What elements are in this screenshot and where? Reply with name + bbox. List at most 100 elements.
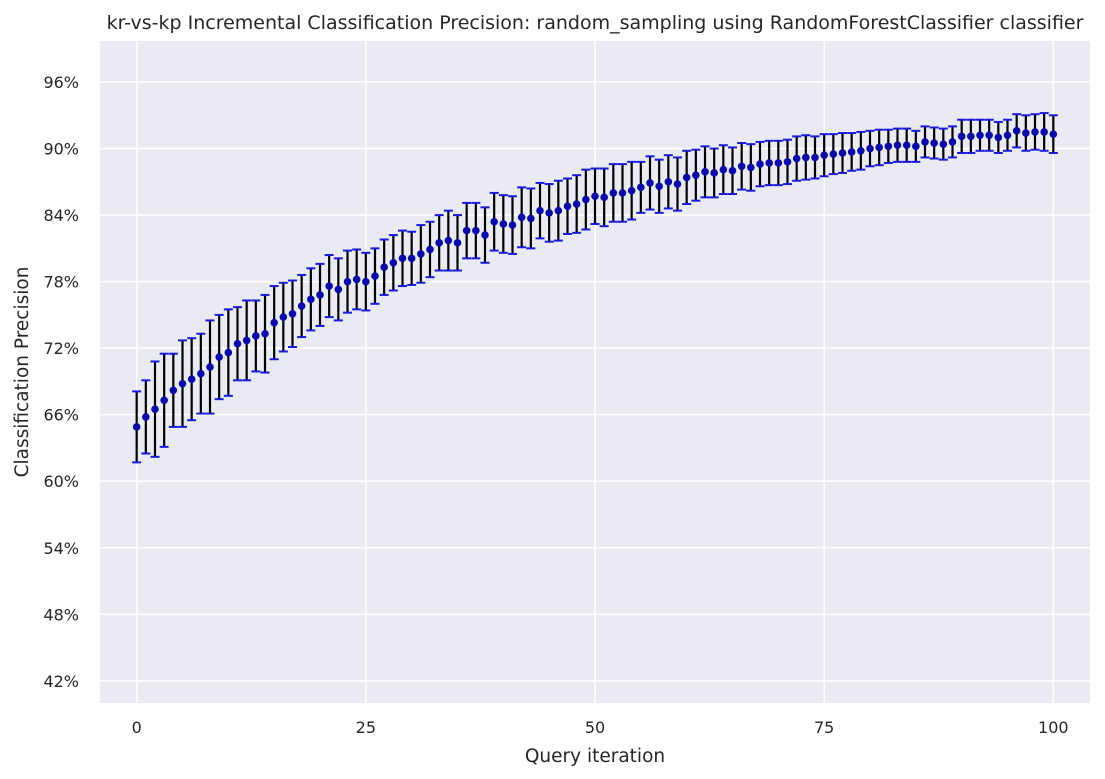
y-tick-label-2: 54% (43, 539, 79, 558)
data-point-100 (1049, 130, 1058, 138)
data-point-10 (224, 348, 233, 357)
data-point-25 (362, 277, 370, 286)
x-axis-ticks: 0 25 50 75 100 (132, 718, 1069, 737)
data-point-89 (948, 138, 957, 146)
data-point-88 (939, 140, 948, 148)
data-point-47 (563, 202, 572, 211)
data-point-86 (921, 138, 929, 146)
x-tick-label-4: 100 (1038, 718, 1069, 737)
data-point-50 (591, 192, 599, 201)
data-point-73 (802, 153, 810, 162)
data-point-55 (637, 183, 645, 192)
data-point-7 (197, 369, 205, 378)
data-point-80 (866, 144, 874, 153)
y-tick-label-4: 66% (43, 406, 79, 425)
x-tick-label-3: 75 (814, 718, 834, 737)
data-point-13 (252, 332, 260, 340)
data-point-0 (132, 423, 141, 431)
data-point-49 (582, 195, 590, 204)
data-point-67 (747, 163, 755, 172)
data-point-36 (462, 226, 471, 235)
data-point-23 (343, 277, 352, 286)
data-point-41 (508, 221, 517, 229)
x-axis-label: Query iteration (525, 746, 665, 767)
data-point-94 (994, 133, 1003, 142)
data-point-78 (847, 148, 856, 156)
data-point-27 (380, 263, 388, 272)
data-point-99 (1040, 128, 1048, 136)
data-point-91 (967, 132, 975, 141)
data-point-69 (765, 159, 773, 167)
data-point-96 (1012, 127, 1021, 135)
data-point-2 (151, 405, 159, 413)
data-point-38 (481, 231, 489, 239)
data-point-34 (444, 236, 453, 245)
y-tick-label-8: 90% (43, 140, 79, 159)
data-point-52 (609, 189, 618, 197)
data-point-48 (572, 200, 581, 208)
data-point-42 (517, 213, 526, 222)
y-tick-label-3: 60% (43, 472, 79, 491)
data-point-84 (902, 141, 911, 150)
data-point-21 (325, 282, 333, 290)
data-point-39 (490, 217, 498, 226)
data-point-40 (499, 220, 508, 228)
data-point-92 (976, 131, 984, 140)
y-tick-label-7: 84% (43, 206, 79, 225)
data-point-65 (728, 166, 737, 175)
data-point-93 (985, 131, 993, 140)
data-point-68 (756, 160, 764, 168)
data-point-56 (646, 179, 654, 187)
data-point-95 (1003, 131, 1012, 140)
data-point-44 (536, 206, 544, 215)
data-point-8 (206, 363, 214, 371)
data-point-14 (261, 329, 269, 338)
data-point-66 (737, 162, 746, 171)
data-point-4 (169, 386, 178, 395)
data-point-74 (811, 153, 819, 162)
data-point-17 (288, 309, 297, 318)
data-point-28 (389, 258, 398, 267)
data-point-51 (600, 193, 608, 202)
data-point-59 (673, 180, 682, 188)
data-point-19 (307, 295, 315, 304)
data-point-90 (957, 132, 966, 141)
data-point-3 (160, 396, 168, 405)
data-point-53 (618, 189, 627, 197)
data-point-54 (627, 186, 636, 195)
data-point-30 (407, 254, 416, 263)
data-point-79 (857, 146, 865, 155)
chart-title: kr-vs-kp Incremental Classification Prec… (107, 12, 1084, 34)
data-point-46 (554, 206, 563, 215)
y-axis-label: Classification Precision (12, 267, 33, 478)
data-point-20 (316, 291, 324, 299)
x-tick-label-1: 25 (356, 718, 376, 737)
y-tick-label-0: 42% (43, 672, 79, 691)
data-point-29 (398, 254, 407, 263)
data-point-87 (930, 139, 938, 147)
data-point-18 (297, 302, 306, 310)
data-point-63 (710, 169, 718, 177)
data-point-75 (820, 151, 828, 160)
data-point-37 (472, 226, 480, 235)
x-tick-label-2: 50 (585, 718, 605, 737)
data-point-35 (453, 239, 462, 247)
data-point-97 (1022, 129, 1030, 137)
data-point-57 (655, 182, 663, 191)
data-point-32 (426, 245, 434, 254)
data-point-33 (435, 239, 443, 247)
x-tick-label-0: 0 (132, 718, 142, 737)
data-point-76 (829, 150, 838, 158)
data-point-1 (142, 413, 150, 421)
y-tick-label-9: 96% (43, 73, 79, 92)
data-point-71 (783, 158, 792, 166)
data-point-24 (352, 275, 361, 284)
data-point-6 (187, 375, 196, 384)
data-point-43 (527, 214, 535, 223)
data-point-11 (233, 339, 242, 348)
data-point-85 (912, 142, 920, 151)
data-point-77 (838, 149, 847, 157)
data-point-62 (701, 168, 709, 176)
data-point-70 (774, 159, 783, 167)
